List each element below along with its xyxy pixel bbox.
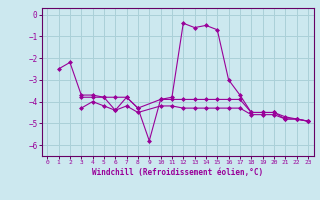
X-axis label: Windchill (Refroidissement éolien,°C): Windchill (Refroidissement éolien,°C) [92,168,263,177]
